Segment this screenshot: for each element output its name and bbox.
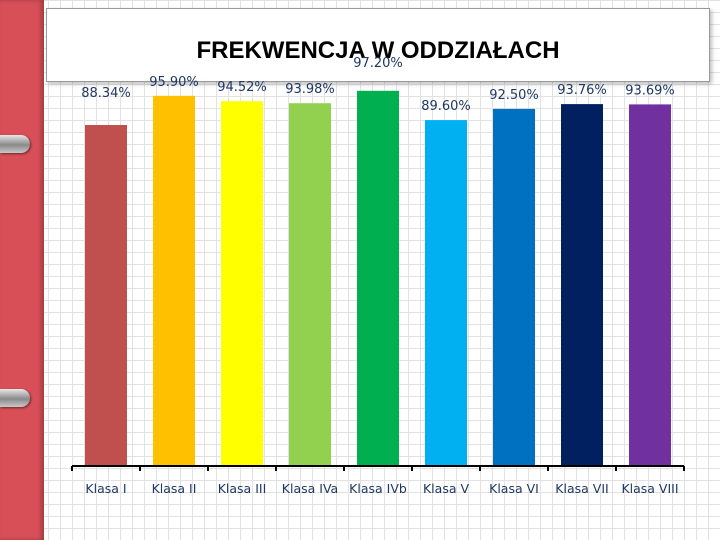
chart-title-box: FREKWENCJA W ODDZIAŁACH (46, 8, 710, 82)
data-label-4: 93.98% (285, 82, 335, 97)
x-tick-label-2: Klasa II (152, 481, 197, 496)
bar-4 (289, 103, 331, 466)
x-tick-label-1: Klasa I (85, 481, 126, 496)
binder-ring-icon (0, 389, 30, 407)
bar-3 (221, 101, 263, 466)
data-label-8: 93.76% (557, 83, 607, 98)
x-tick-label-6: Klasa V (423, 481, 469, 496)
bar-5 (357, 90, 399, 467)
bar-9 (629, 104, 671, 467)
x-tick-label-4: Klasa IVa (282, 481, 338, 496)
chart-title: FREKWENCJA W ODDZIAŁACH (196, 37, 560, 64)
notebook-binder (0, 0, 44, 540)
bar-7 (493, 108, 535, 467)
x-tick-label-5: Klasa IVb (349, 481, 407, 496)
bar-8 (561, 104, 603, 466)
data-label-7: 92.50% (489, 88, 539, 103)
bar-2 (153, 95, 195, 467)
x-tick-label-8: Klasa VII (555, 481, 608, 496)
data-label-1: 88.34% (81, 86, 131, 101)
data-label-5: 97.20% (353, 56, 403, 71)
bar-6 (425, 120, 467, 466)
data-label-6: 89.60% (421, 99, 471, 114)
bar-1 (85, 125, 127, 466)
x-tick-label-9: Klasa VIII (621, 481, 678, 496)
x-tick-label-7: Klasa VI (489, 481, 539, 496)
binder-ring-icon (0, 135, 30, 153)
data-label-3: 94.52% (217, 80, 267, 95)
x-tick-label-3: Klasa III (218, 481, 267, 496)
data-label-9: 93.69% (625, 83, 675, 98)
data-label-2: 95.90% (149, 75, 199, 90)
